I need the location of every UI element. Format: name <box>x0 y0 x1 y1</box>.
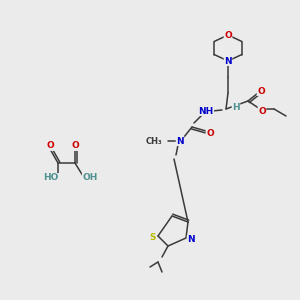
Text: N: N <box>187 236 195 244</box>
Text: O: O <box>257 86 265 95</box>
Text: O: O <box>46 142 54 151</box>
Text: O: O <box>224 31 232 40</box>
Text: H: H <box>232 103 240 112</box>
Text: HO: HO <box>43 173 59 182</box>
Text: S: S <box>150 233 156 242</box>
Text: NH: NH <box>198 106 214 116</box>
Text: CH₃: CH₃ <box>146 136 162 146</box>
Text: O: O <box>71 142 79 151</box>
Text: N: N <box>224 56 232 65</box>
Text: O: O <box>206 128 214 137</box>
Text: O: O <box>258 106 266 116</box>
Text: OH: OH <box>82 172 98 182</box>
Text: N: N <box>176 136 184 146</box>
